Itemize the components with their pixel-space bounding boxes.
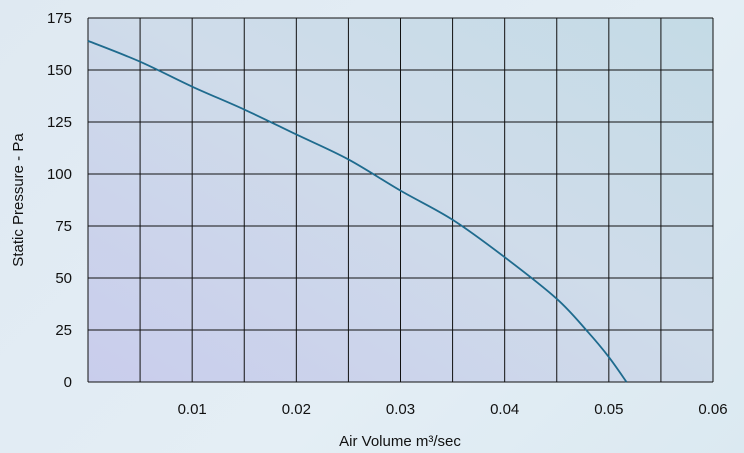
x-axis-label: Air Volume m³/sec	[339, 433, 461, 450]
y-tick-label: 50	[55, 270, 72, 287]
x-tick-label: 0.05	[594, 401, 623, 418]
x-tick-label: 0.03	[386, 401, 415, 418]
y-tick-label: 175	[47, 10, 72, 27]
y-tick-label: 100	[47, 166, 72, 183]
x-tick-label: 0.02	[282, 401, 311, 418]
x-tick-label: 0.04	[490, 401, 519, 418]
tick-labels: 0 25 50 75 100 125 150 175 0.01 0.02 0.03 0.04 0.05 0…	[47, 10, 728, 418]
y-tick-label: 25	[55, 322, 72, 339]
fan-performance-curve	[87, 40, 628, 383]
y-tick-label: 150	[47, 62, 72, 79]
y-tick-label: 125	[47, 114, 72, 131]
y-tick-label: 0	[64, 374, 72, 391]
x-tick-label: 0.06	[698, 401, 727, 418]
y-axis-label: Static Pressure - Pa	[10, 133, 27, 267]
series-group	[87, 40, 628, 383]
y-tick-label: 75	[55, 218, 72, 235]
grid	[87, 17, 714, 383]
x-tick-label: 0.01	[178, 401, 207, 418]
